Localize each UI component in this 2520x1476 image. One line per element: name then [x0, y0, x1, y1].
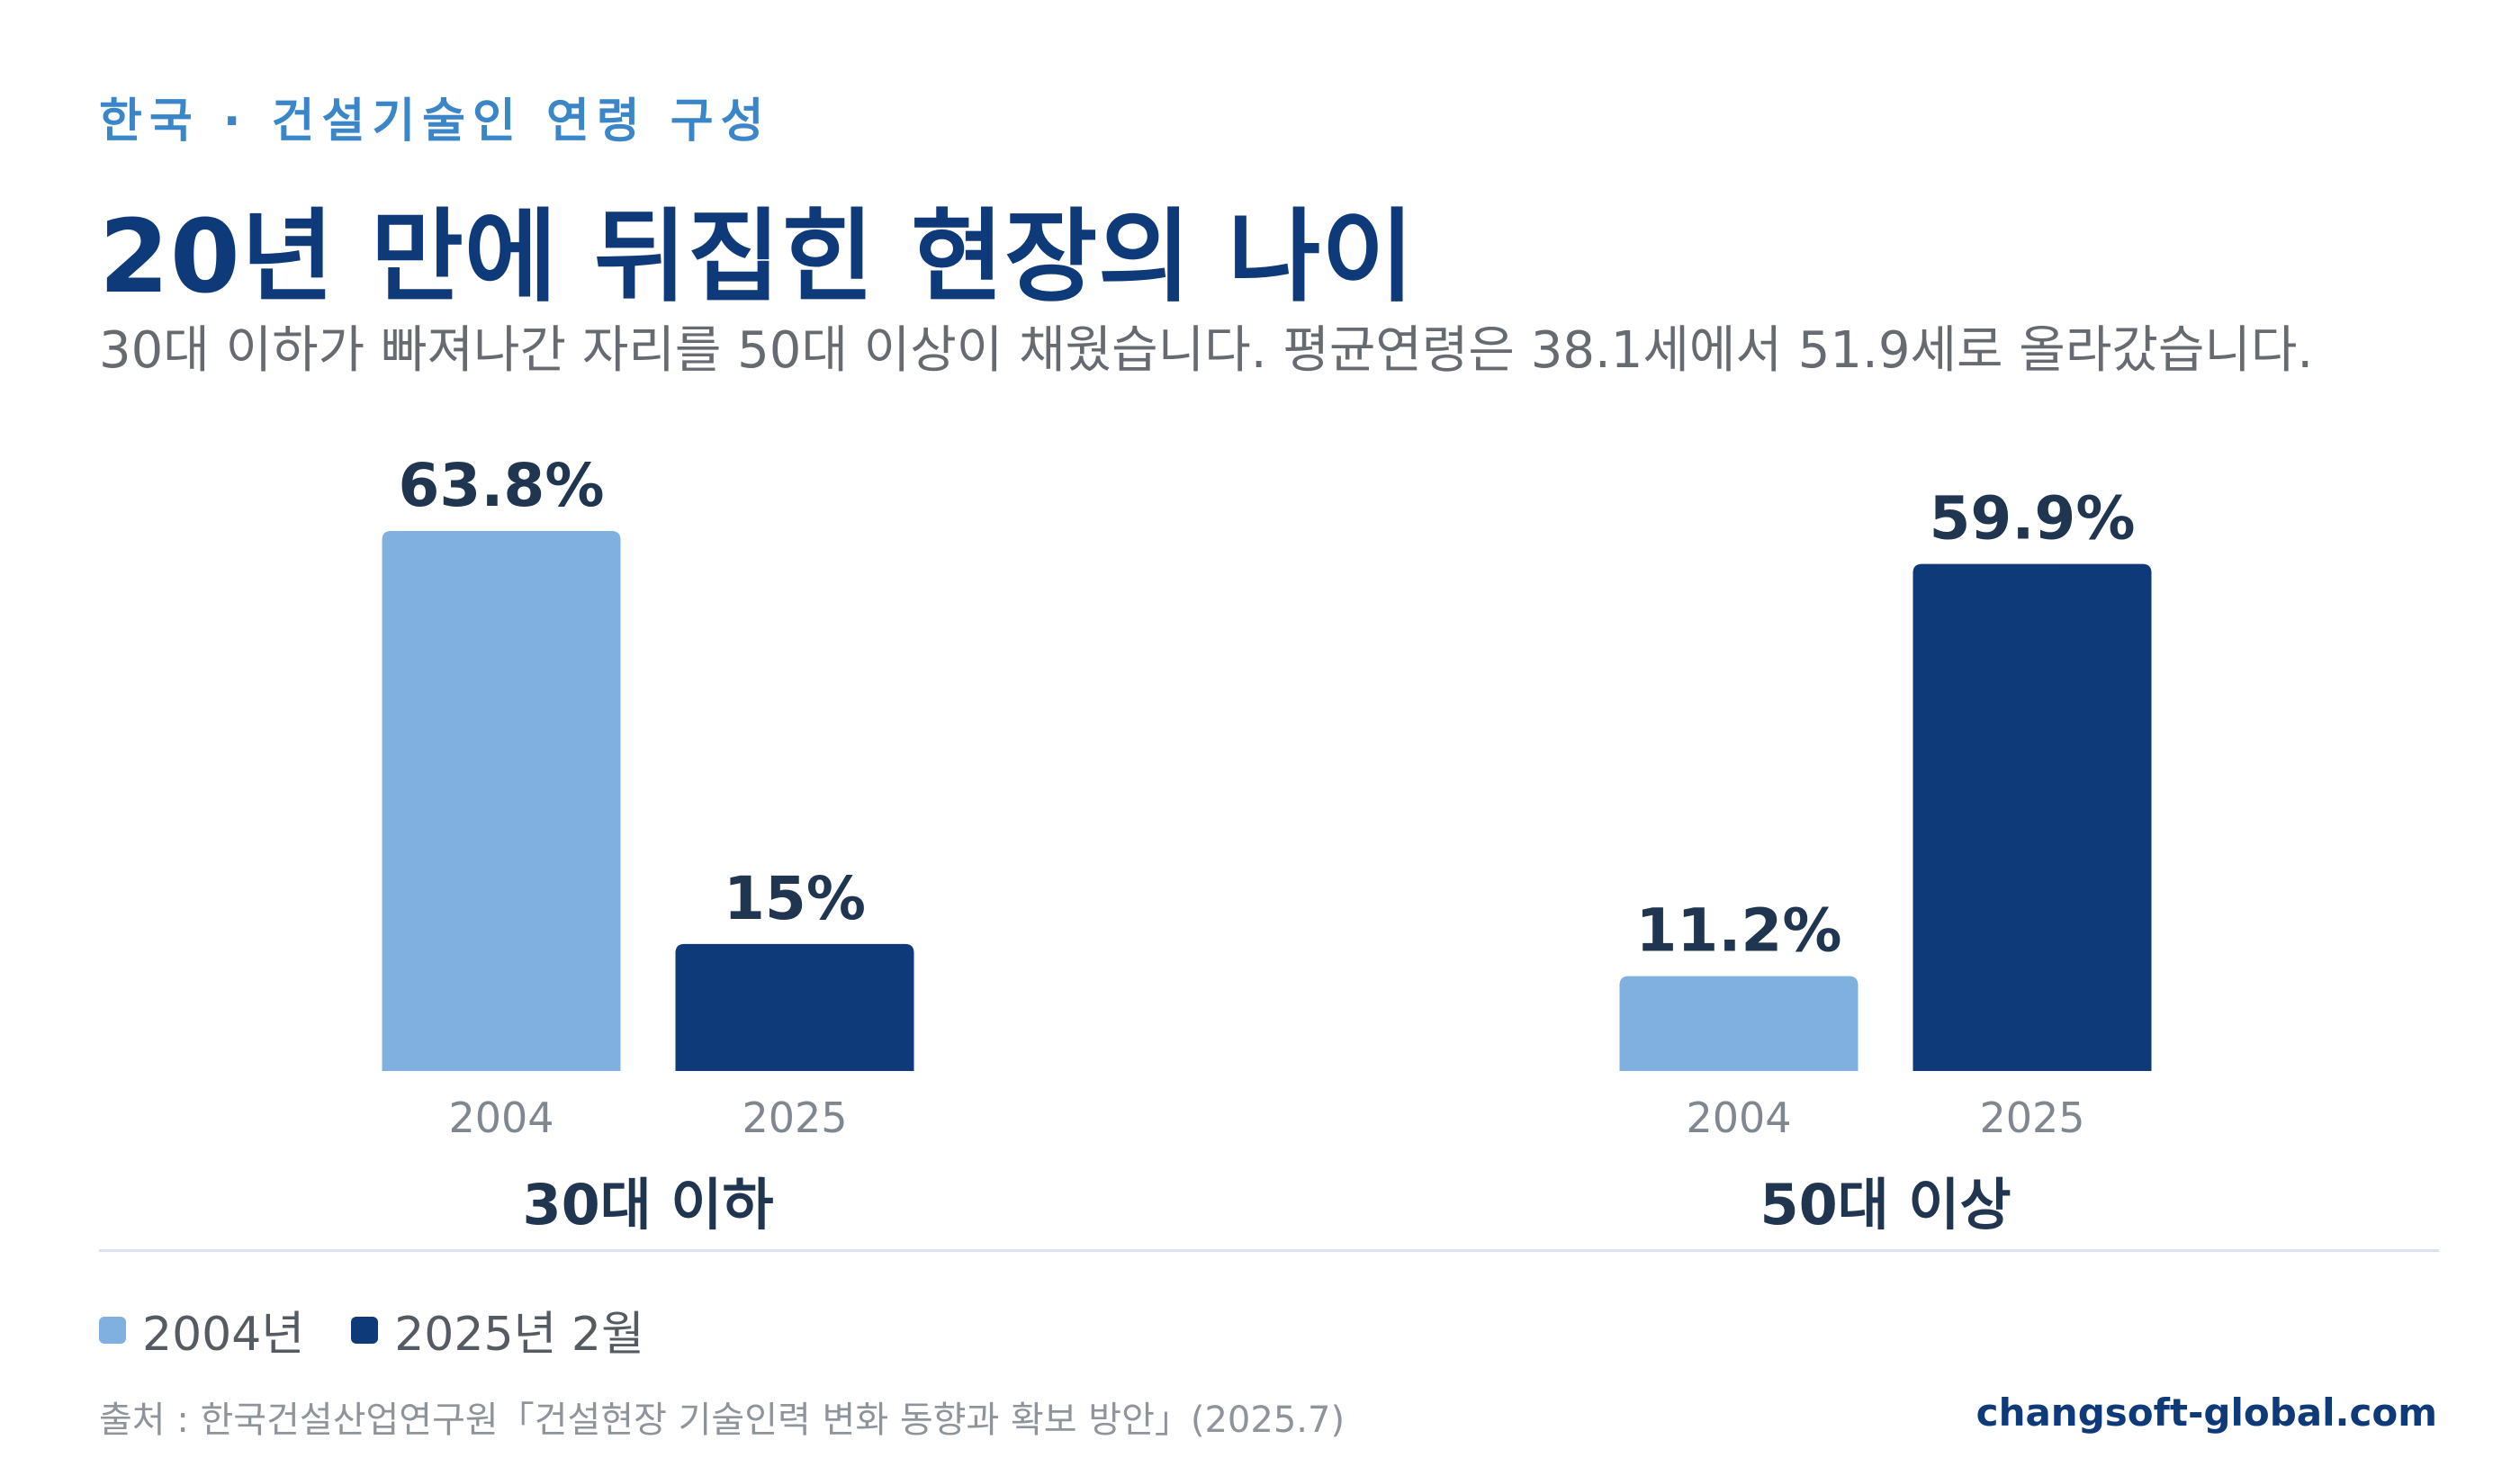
legend-item-2025: 2025년 2월 — [351, 1296, 644, 1364]
x-tick-0-1: 2025 — [742, 1094, 847, 1142]
data-label-1-0: 11.2% — [1636, 896, 1842, 966]
x-tick-0-0: 2004 — [448, 1094, 554, 1142]
chart-title: 20년 만에 뒤집힌 현장의 나이 — [99, 199, 1416, 316]
legend-item-2004: 2004년 — [99, 1296, 304, 1364]
divider — [99, 1249, 2439, 1252]
legend-swatch-2025 — [351, 1316, 379, 1344]
legend-swatch-2004 — [99, 1316, 126, 1344]
legend-label-2025: 2025년 2월 — [394, 1308, 644, 1362]
data-label-1-1: 59.9% — [1930, 484, 2136, 554]
site-link[interactable]: changsoft-global.com — [1976, 1390, 2437, 1435]
data-label-0-1: 15% — [724, 864, 866, 933]
bar-0-1 — [675, 943, 914, 1071]
bar-1-0 — [1619, 976, 1858, 1071]
data-label-0-0: 63.8% — [399, 451, 605, 520]
legend-label-2004: 2004년 — [142, 1308, 305, 1362]
x-tick-1-0: 2004 — [1686, 1094, 1791, 1142]
bar-0-0 — [382, 531, 621, 1071]
bar-1-1 — [1912, 563, 2152, 1071]
category-label-0: 30대 이하 — [523, 1172, 774, 1238]
chart-kicker: 한국 · 건설기술인 연령 구성 — [99, 94, 771, 148]
bar-chart: 63.8% 2004 15% 2025 30대 이하 11.2% 2004 59.9% 2025… — [382, 451, 2152, 1238]
category-label-1: 50대 이상 — [1760, 1172, 2012, 1238]
chart-subtitle: 30대 이하가 빠져나간 자리를 50대 이상이 채웠습니다. 평균연령은 38… — [99, 321, 2314, 380]
source-note: 출처 : 한국건설산업연구원「건설현장 기술인력 변화 동향과 확보 방안」(2… — [99, 1400, 1346, 1441]
legend: 2004년 2025년 2월 — [99, 1296, 691, 1364]
x-tick-1-1: 2025 — [1979, 1094, 2084, 1142]
